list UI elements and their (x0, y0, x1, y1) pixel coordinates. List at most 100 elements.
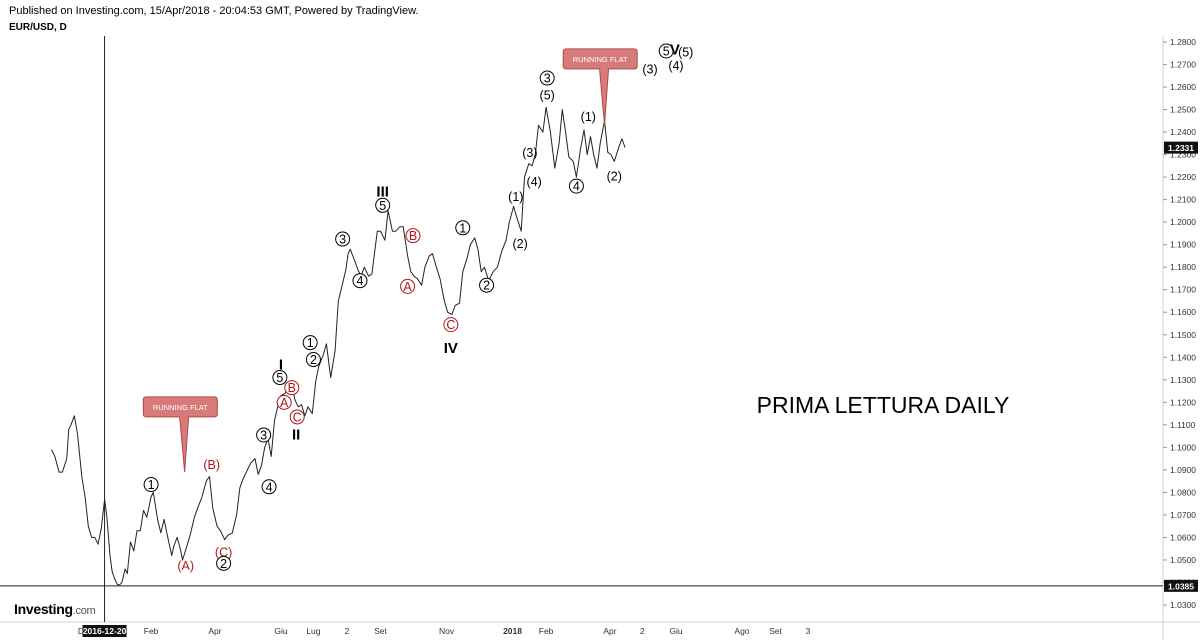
y-tick-label: 1.1000 (1170, 442, 1196, 452)
svg-text:4: 4 (356, 274, 363, 288)
y-tick-label: 1.2600 (1170, 82, 1196, 92)
svg-text:RUNNING FLAT: RUNNING FLAT (573, 55, 628, 64)
y-tick-label: 1.1900 (1170, 240, 1196, 250)
y-tick-label: 1.2700 (1170, 60, 1196, 70)
svg-text:A: A (403, 280, 412, 294)
wave-label: (1) (508, 190, 523, 204)
svg-text:1.0385: 1.0385 (1168, 581, 1194, 591)
wave-label: (C) (215, 546, 232, 560)
wave-label: I (279, 357, 283, 374)
wave-label: (B) (203, 458, 220, 472)
logo-brand: Investing (14, 601, 73, 617)
wave-label: II (292, 426, 300, 443)
svg-text:(2): (2) (607, 169, 622, 183)
wave-label: B (405, 228, 421, 244)
y-tick-label: 1.0700 (1170, 510, 1196, 520)
chart-title: PRIMA LETTURA DAILY (757, 392, 1010, 418)
svg-text:(5): (5) (540, 88, 555, 102)
svg-text:(1): (1) (581, 110, 596, 124)
wave-label: 5 (272, 370, 288, 386)
svg-text:B: B (409, 229, 417, 243)
y-tick-label: 1.1700 (1170, 285, 1196, 295)
y-tick-label: 1.2400 (1170, 127, 1196, 137)
price-line (51, 106, 626, 586)
x-tick-label: Set (374, 626, 387, 636)
svg-text:3: 3 (544, 72, 551, 86)
svg-text:3: 3 (339, 233, 346, 247)
y-tick-label: 1.2100 (1170, 195, 1196, 205)
wave-label: 4 (568, 178, 584, 194)
wave-label: 1 (455, 220, 471, 236)
wave-label: 1 (143, 477, 159, 493)
x-tick-label: Apr (208, 626, 221, 636)
svg-text:1: 1 (459, 221, 466, 235)
svg-text:2: 2 (220, 557, 227, 571)
chart-header: Published on Investing.com, 15/Apr/2018 … (9, 4, 418, 35)
wave-label: (3) (642, 63, 657, 77)
wave-label: V (670, 41, 680, 58)
y-tick-label: 1.2800 (1170, 37, 1196, 47)
svg-text:5: 5 (379, 199, 386, 213)
crosshair-price-tag: 1.0385 (1164, 579, 1198, 592)
x-tick-label: Nov (439, 626, 455, 636)
svg-text:5: 5 (663, 45, 670, 59)
svg-text:II: II (292, 426, 300, 443)
x-tick-label: Ago (734, 626, 749, 636)
svg-text:5: 5 (276, 371, 283, 385)
wave-label: III (376, 183, 389, 200)
svg-text:III: III (376, 183, 389, 200)
y-tick-label: 1.1400 (1170, 352, 1196, 362)
x-tick-label: 3 (806, 626, 811, 636)
wave-label: (A) (177, 559, 194, 573)
symbol-label: EUR/USD, D (9, 22, 67, 33)
svg-text:(B): (B) (203, 458, 220, 472)
svg-text:B: B (288, 381, 296, 395)
svg-text:1: 1 (148, 478, 155, 492)
y-tick-label: 1.1100 (1170, 420, 1196, 430)
wave-label: (1) (581, 110, 596, 124)
y-tick-label: 1.0800 (1170, 487, 1196, 497)
y-tick-label: 1.0300 (1170, 600, 1196, 610)
wave-label: (3) (522, 146, 537, 160)
y-tick-label: 1.2000 (1170, 217, 1196, 227)
svg-text:2016-12-20: 2016-12-20 (83, 626, 127, 636)
wave-label: A (400, 278, 416, 294)
wave-label: 2 (305, 352, 321, 368)
wave-label: B (284, 380, 300, 396)
published-note: Published on Investing.com, 15/Apr/2018 … (9, 5, 419, 17)
svg-text:3: 3 (260, 428, 267, 442)
svg-text:1.2331: 1.2331 (1168, 143, 1194, 153)
x-tick-label: 2 (345, 626, 350, 636)
x-tick-label: Feb (144, 626, 159, 636)
wave-label: C (443, 317, 459, 333)
wave-label: 2 (216, 555, 232, 571)
wave-label: 4 (261, 479, 277, 495)
running-flat-callout: RUNNING FLAT (562, 48, 638, 126)
svg-text:V: V (670, 41, 680, 58)
y-tick-label: 1.2200 (1170, 172, 1196, 182)
wave-label: (2) (512, 237, 527, 251)
y-tick-label: 1.1300 (1170, 375, 1196, 385)
x-tick-label: Set (769, 626, 782, 636)
x-tick-label: Lug (306, 626, 320, 636)
wave-label: 5 (658, 43, 674, 59)
wave-label: 4 (352, 273, 368, 289)
svg-text:(4): (4) (527, 175, 542, 189)
wave-label: A (276, 394, 292, 410)
crosshair-date-tag: 2016-12-20 (82, 625, 127, 637)
last-price-tag: 1.2331 (1164, 141, 1198, 154)
svg-text:2: 2 (310, 353, 317, 367)
wave-label: 5 (375, 197, 391, 213)
wave-label: (4) (668, 59, 683, 73)
svg-text:1: 1 (307, 336, 314, 350)
wave-label: (2) (607, 169, 622, 183)
wave-label: 3 (539, 70, 555, 86)
y-tick-label: 1.2500 (1170, 105, 1196, 115)
wave-label: (5) (678, 46, 693, 60)
y-tick-label: 1.1500 (1170, 330, 1196, 340)
wave-label: 3 (335, 231, 351, 247)
logo-suffix: .com (72, 605, 96, 617)
y-tick-label: 1.2300 (1170, 150, 1196, 160)
x-tick-label: 2018 (503, 626, 522, 636)
